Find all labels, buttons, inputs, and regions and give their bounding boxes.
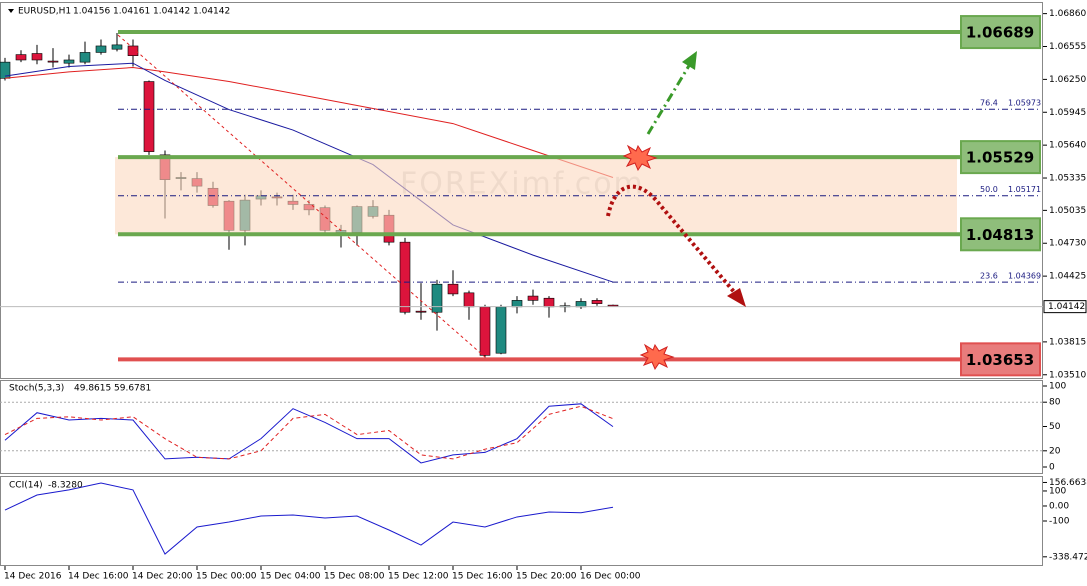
y-tick-label: 1.03510: [1049, 370, 1086, 380]
fib-price: 1.04369: [1008, 272, 1041, 281]
candle-body: [495, 306, 507, 354]
y-tick-label: 1.06555: [1049, 42, 1086, 52]
fib-price: 1.05171: [1008, 185, 1041, 194]
level-box: [960, 140, 1041, 175]
y-tick-label: 1.03815: [1049, 337, 1086, 347]
y-tick-label: 100: [1049, 486, 1066, 496]
current-price-box: [1043, 300, 1087, 314]
y-tick-label: -100: [1049, 517, 1070, 527]
header-value: 1.04142: [193, 7, 230, 17]
menu-icon[interactable]: [8, 9, 14, 13]
x-tick-label: 16 Dec 00:00: [580, 572, 641, 582]
level-box: [960, 342, 1041, 377]
y-tick-label: 1.04730: [1049, 239, 1086, 249]
indicator-line: [4, 482, 614, 555]
candle-body: [415, 310, 427, 313]
candle-body: [447, 283, 459, 295]
candle-body: [143, 81, 155, 152]
candle-body: [111, 44, 123, 50]
candle-body: [527, 295, 539, 301]
header-value: 1.04161: [113, 7, 150, 17]
y-tick-label: 1.05035: [1049, 206, 1086, 216]
x-tick-label: 15 Dec 12:00: [388, 572, 449, 582]
y-tick-label: 1.05640: [1049, 141, 1086, 151]
up-arrow-line: [646, 63, 692, 135]
level-box: [960, 217, 1041, 252]
candle-body: [95, 45, 107, 53]
cci-frame: [0, 476, 1043, 566]
candle-body: [591, 300, 603, 304]
candle-body: [575, 301, 587, 308]
indicator-title: CCI(14): [9, 481, 43, 491]
annotations: [606, 51, 746, 371]
candle-body: [31, 53, 43, 61]
indicator-value: 49.8615: [74, 384, 111, 394]
level-label: 1.05529: [966, 149, 1034, 167]
candle-body: [127, 45, 139, 56]
y-tick-label: 100: [1049, 381, 1066, 391]
x-tick-label: 15 Dec 04:00: [260, 572, 321, 582]
level-label: 1.06689: [966, 24, 1034, 42]
frames: [0, 2, 1043, 566]
candle-body: [399, 241, 411, 313]
indicator-value: -8.3280: [48, 481, 83, 491]
indicator-title: Stoch(5,3,3): [9, 384, 64, 394]
header-title: EURUSD,H1: [18, 7, 71, 17]
level-box: [960, 15, 1041, 50]
x-tick-label: 15 Dec 08:00: [324, 572, 385, 582]
header-value: 1.04156: [73, 7, 110, 17]
y-tick-label: 156.6638: [1049, 478, 1087, 488]
fib-ratio: 23.6: [980, 272, 998, 281]
indicator-line: [4, 405, 614, 460]
moving-average: [4, 67, 614, 178]
y-tick-label: 80: [1049, 398, 1061, 408]
indicator-line: [4, 403, 614, 464]
level-label: 1.03653: [966, 351, 1034, 369]
level-label: 1.04813: [966, 226, 1034, 244]
y-tick-label: 1.05945: [1049, 108, 1086, 118]
up-arrow-head: [682, 51, 697, 70]
fib-ratio: 50.0: [980, 185, 998, 194]
x-tick-label: 14 Dec 16:00: [68, 572, 129, 582]
indicator-value: 59.6781: [114, 384, 151, 394]
main-frame: [0, 2, 1043, 379]
candle-body: [511, 300, 523, 308]
candle-body: [79, 52, 91, 63]
candle-body: [479, 306, 491, 356]
y-tick-label: 50: [1049, 422, 1061, 432]
y-tick-label: 20: [1049, 446, 1061, 456]
fib-ratio: 76.4: [980, 99, 998, 108]
fib-price: 1.05973: [1008, 99, 1041, 108]
candle-body: [543, 297, 555, 308]
x-tick-label: 14 Dec 20:00: [132, 572, 193, 582]
x-tick-label: 15 Dec 16:00: [452, 572, 513, 582]
y-tick-label: 1.05335: [1049, 174, 1086, 184]
header-value: 1.04142: [153, 7, 190, 17]
candle-body: [15, 54, 27, 61]
y-tick-label: 1.06250: [1049, 75, 1086, 85]
candle-body: [63, 59, 75, 64]
x-tick-label: 15 Dec 00:00: [196, 572, 257, 582]
current-price-label: 1.04142: [1048, 302, 1085, 312]
candle-body: [47, 60, 59, 63]
y-tick-label: 1.04425: [1049, 272, 1086, 282]
y-tick-label: 1.06860: [1049, 9, 1086, 19]
x-tick-label: 15 Dec 20:00: [516, 572, 577, 582]
burst: [622, 144, 658, 172]
plot: FOREXimf.comEURUSD,H11.041561.041611.041…: [0, 7, 1087, 582]
y-tick-label: 0.00: [1049, 501, 1069, 511]
stoch-frame: [0, 380, 1043, 474]
moving-average: [4, 62, 614, 283]
down-arrow-line: [606, 184, 737, 295]
burst: [639, 343, 675, 371]
candle-body: [431, 283, 443, 313]
y-tick-label: 0: [1049, 463, 1055, 473]
y-tick-label: -338.4722: [1049, 552, 1087, 562]
candle-body: [463, 292, 475, 308]
x-tick-label: 14 Dec 2016: [4, 572, 62, 582]
down-arrow-head: [727, 288, 746, 307]
